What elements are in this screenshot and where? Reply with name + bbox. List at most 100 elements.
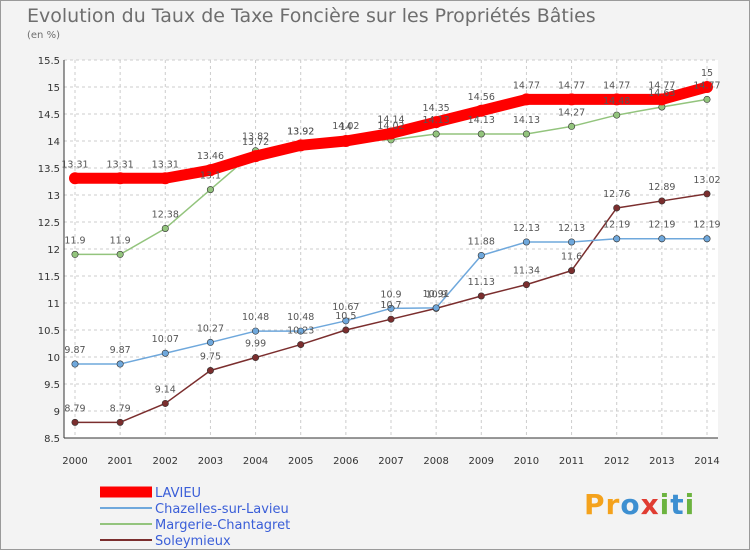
data-label: 14.56 bbox=[468, 92, 495, 103]
data-point bbox=[297, 341, 305, 349]
data-point bbox=[565, 93, 578, 106]
data-label: 13.72 bbox=[242, 137, 269, 148]
data-label: 9.14 bbox=[155, 384, 176, 395]
y-tick-label: 9 bbox=[54, 407, 60, 418]
data-point bbox=[432, 130, 440, 138]
data-point bbox=[613, 204, 621, 212]
y-tick-label: 10 bbox=[47, 353, 60, 364]
data-label: 10.48 bbox=[287, 312, 314, 323]
data-point bbox=[387, 304, 395, 312]
data-label: 12.19 bbox=[648, 220, 675, 231]
data-label: 14.13 bbox=[423, 115, 450, 126]
data-point bbox=[339, 135, 352, 147]
data-point bbox=[613, 111, 621, 119]
data-point bbox=[71, 418, 79, 426]
data-point bbox=[655, 93, 668, 106]
data-point bbox=[159, 172, 172, 185]
data-point bbox=[342, 317, 350, 325]
data-point bbox=[161, 349, 169, 357]
data-label: 10.5 bbox=[335, 311, 356, 322]
logo-letter: P bbox=[584, 488, 606, 521]
y-tick-label: 12.5 bbox=[38, 218, 60, 229]
data-label: 11.34 bbox=[513, 266, 540, 277]
data-point bbox=[477, 292, 485, 300]
data-label: 8.79 bbox=[64, 403, 85, 414]
x-tick-label: 2000 bbox=[62, 456, 87, 467]
data-label: 11.9 bbox=[64, 235, 85, 246]
y-tick-label: 15.5 bbox=[38, 56, 60, 67]
data-label: 14.48 bbox=[603, 96, 630, 107]
logo-letter: o bbox=[620, 488, 641, 521]
data-point bbox=[114, 172, 127, 185]
data-label: 14.77 bbox=[693, 80, 720, 91]
data-label: 13.46 bbox=[197, 151, 224, 162]
data-label: 12.89 bbox=[648, 182, 675, 193]
data-label: 11.6 bbox=[561, 252, 582, 263]
data-point bbox=[204, 164, 217, 177]
legend-label: Chazelles-sur-Lavieu bbox=[155, 502, 289, 517]
data-point bbox=[522, 238, 530, 246]
x-tick-label: 2007 bbox=[378, 456, 403, 467]
data-label: 13.92 bbox=[287, 126, 314, 137]
data-label: 14.77 bbox=[603, 80, 630, 91]
data-point bbox=[297, 327, 305, 335]
data-point bbox=[71, 360, 79, 368]
data-label: 14.77 bbox=[558, 80, 585, 91]
data-point bbox=[703, 190, 711, 198]
data-point bbox=[703, 235, 711, 243]
y-tick-label: 12 bbox=[47, 245, 60, 256]
data-label: 13.02 bbox=[693, 175, 720, 186]
chart-title: Evolution du Taux de Taxe Foncière sur l… bbox=[27, 5, 596, 27]
data-point bbox=[252, 327, 260, 335]
legend-label: Soleymieux bbox=[155, 534, 231, 549]
x-tick-label: 2012 bbox=[604, 456, 629, 467]
data-label: 10.7 bbox=[380, 300, 401, 311]
data-point bbox=[703, 95, 711, 103]
data-point bbox=[610, 93, 623, 106]
data-point bbox=[161, 224, 169, 232]
data-label: 10.9 bbox=[426, 289, 447, 300]
data-label: 13.82 bbox=[242, 132, 269, 143]
data-label: 9.87 bbox=[64, 345, 85, 356]
data-point bbox=[520, 93, 533, 106]
x-tick-label: 2010 bbox=[514, 456, 539, 467]
data-point bbox=[71, 250, 79, 258]
x-tick-label: 2013 bbox=[649, 456, 674, 467]
y-tick-label: 13.5 bbox=[38, 164, 60, 175]
data-point bbox=[385, 127, 397, 140]
data-point bbox=[568, 238, 576, 246]
data-label: 10.27 bbox=[197, 323, 224, 334]
data-point bbox=[116, 360, 124, 368]
y-tick-label: 9.5 bbox=[44, 380, 60, 391]
data-point bbox=[613, 235, 621, 243]
data-point bbox=[568, 267, 576, 275]
data-label: 12.19 bbox=[603, 220, 630, 231]
data-point bbox=[522, 130, 530, 138]
data-label: 11.88 bbox=[468, 236, 495, 247]
y-tick-label: 11 bbox=[47, 299, 60, 310]
logo-letter: t bbox=[670, 488, 685, 521]
data-label: 10.07 bbox=[152, 334, 179, 345]
data-label: 10.23 bbox=[287, 326, 314, 337]
data-point bbox=[432, 304, 440, 312]
data-point bbox=[701, 81, 713, 93]
data-label: 13.1 bbox=[200, 171, 221, 182]
data-label: 14.02 bbox=[377, 121, 404, 132]
data-label: 15 bbox=[701, 68, 713, 79]
data-label: 14 bbox=[340, 122, 352, 133]
data-label: 12.13 bbox=[558, 223, 585, 234]
data-point bbox=[658, 197, 666, 205]
data-label: 14.77 bbox=[513, 80, 540, 91]
data-label: 14.27 bbox=[558, 107, 585, 118]
data-label: 14.13 bbox=[468, 115, 495, 126]
data-point bbox=[161, 399, 169, 407]
data-point bbox=[116, 250, 124, 258]
data-label: 12.38 bbox=[152, 209, 179, 220]
y-tick-label: 13 bbox=[47, 191, 60, 202]
data-label: 12.76 bbox=[603, 189, 630, 200]
data-point bbox=[206, 338, 214, 346]
data-label: 14.77 bbox=[648, 80, 675, 91]
data-point bbox=[206, 186, 214, 194]
logo-letter: i bbox=[684, 488, 696, 521]
